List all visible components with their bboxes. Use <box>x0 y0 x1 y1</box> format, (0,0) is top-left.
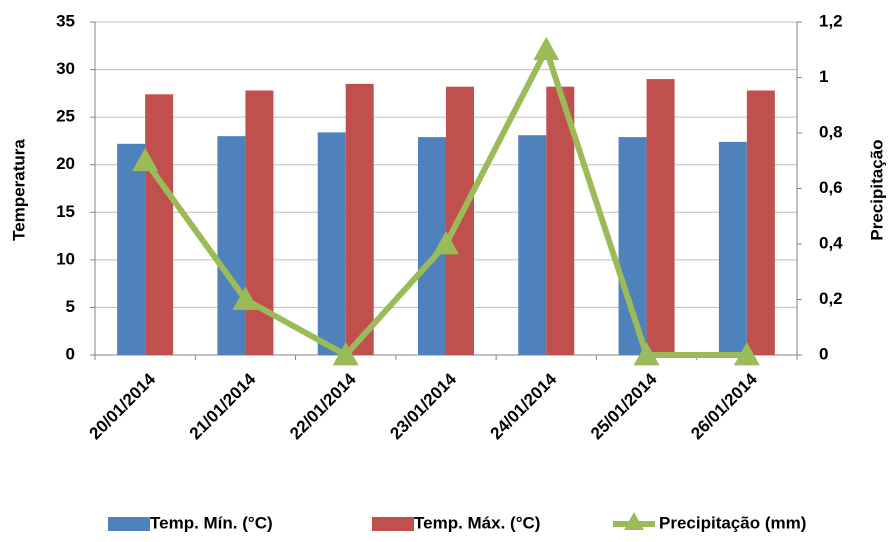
marker <box>733 342 760 366</box>
bar <box>317 132 346 355</box>
marker <box>232 286 259 310</box>
bar <box>746 90 775 355</box>
y2-tick-label: 0,6 <box>819 178 843 197</box>
y2-axis-title: Precipitação <box>867 139 886 240</box>
marker <box>433 231 459 255</box>
bar <box>145 94 174 356</box>
y-tick-label: 30 <box>56 59 75 78</box>
bar <box>646 79 675 355</box>
y2-tick-label: 1 <box>819 67 828 86</box>
y2-tick-label: 0,4 <box>819 233 843 252</box>
y-tick-label: 15 <box>56 202 75 221</box>
bar <box>117 143 146 355</box>
bar <box>518 135 547 355</box>
x-tick-label: 25/01/2014 <box>587 369 661 443</box>
legend-label: Temp. Mín. (°C) <box>150 513 273 532</box>
marker <box>132 147 159 172</box>
bar <box>546 86 575 355</box>
y-tick-label: 10 <box>56 249 75 268</box>
marker <box>533 36 560 61</box>
legend-swatch <box>108 517 150 531</box>
y2-tick-label: 0 <box>819 344 828 363</box>
bar <box>217 136 246 355</box>
x-tick-label: 24/01/2014 <box>487 369 561 443</box>
marker <box>633 342 660 366</box>
y-tick-label: 35 <box>56 11 75 30</box>
bar <box>345 83 374 355</box>
bar <box>618 137 647 355</box>
x-tick-label: 20/01/2014 <box>86 369 160 443</box>
x-tick-label: 26/01/2014 <box>687 369 761 443</box>
legend-swatch <box>372 517 414 531</box>
y2-tick-label: 1,2 <box>819 11 843 30</box>
y-tick-label: 0 <box>66 344 75 363</box>
y2-tick-label: 0,8 <box>819 122 843 141</box>
x-tick-label: 22/01/2014 <box>286 369 360 443</box>
y2-tick-label: 0,2 <box>819 289 843 308</box>
legend-marker <box>624 512 644 530</box>
y-tick-label: 25 <box>56 107 75 126</box>
y-tick-label: 20 <box>56 154 75 173</box>
bar <box>718 141 747 355</box>
legend-label: Precipitação (mm) <box>659 513 806 532</box>
legend-label: Temp. Máx. (°C) <box>414 513 540 532</box>
marker <box>332 342 359 366</box>
x-tick-label: 21/01/2014 <box>186 369 260 443</box>
y-tick-label: 5 <box>66 297 75 316</box>
y-axis-title: Temperatura <box>9 139 28 241</box>
x-tick-label: 23/01/2014 <box>386 369 460 443</box>
